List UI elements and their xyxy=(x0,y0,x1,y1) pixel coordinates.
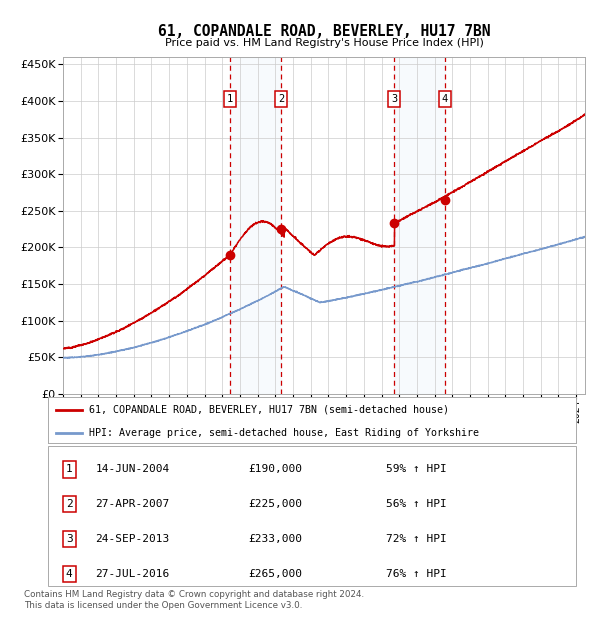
Bar xyxy=(230,57,281,394)
FancyBboxPatch shape xyxy=(48,446,576,586)
Text: £225,000: £225,000 xyxy=(248,499,302,509)
Text: 61, COPANDALE ROAD, BEVERLEY, HU17 7BN: 61, COPANDALE ROAD, BEVERLEY, HU17 7BN xyxy=(158,24,490,38)
Bar xyxy=(394,57,445,394)
Text: 3: 3 xyxy=(66,534,73,544)
Text: HPI: Average price, semi-detached house, East Riding of Yorkshire: HPI: Average price, semi-detached house,… xyxy=(89,428,479,438)
Text: 3: 3 xyxy=(391,94,398,104)
Text: 2: 2 xyxy=(278,94,284,104)
Text: 14-JUN-2004: 14-JUN-2004 xyxy=(95,464,170,474)
Text: £265,000: £265,000 xyxy=(248,569,302,579)
Text: 56% ↑ HPI: 56% ↑ HPI xyxy=(386,499,446,509)
Text: 76% ↑ HPI: 76% ↑ HPI xyxy=(386,569,446,579)
Text: £190,000: £190,000 xyxy=(248,464,302,474)
Text: 4: 4 xyxy=(66,569,73,579)
Text: 61, COPANDALE ROAD, BEVERLEY, HU17 7BN (semi-detached house): 61, COPANDALE ROAD, BEVERLEY, HU17 7BN (… xyxy=(89,405,449,415)
Text: 72% ↑ HPI: 72% ↑ HPI xyxy=(386,534,446,544)
Text: 4: 4 xyxy=(442,94,448,104)
Text: Contains HM Land Registry data © Crown copyright and database right 2024.
This d: Contains HM Land Registry data © Crown c… xyxy=(24,590,364,609)
Text: 27-APR-2007: 27-APR-2007 xyxy=(95,499,170,509)
Text: £233,000: £233,000 xyxy=(248,534,302,544)
Text: 59% ↑ HPI: 59% ↑ HPI xyxy=(386,464,446,474)
Text: 1: 1 xyxy=(66,464,73,474)
Text: Price paid vs. HM Land Registry's House Price Index (HPI): Price paid vs. HM Land Registry's House … xyxy=(164,38,484,48)
Text: 27-JUL-2016: 27-JUL-2016 xyxy=(95,569,170,579)
Text: 24-SEP-2013: 24-SEP-2013 xyxy=(95,534,170,544)
Text: 2: 2 xyxy=(66,499,73,509)
Text: 1: 1 xyxy=(227,94,233,104)
